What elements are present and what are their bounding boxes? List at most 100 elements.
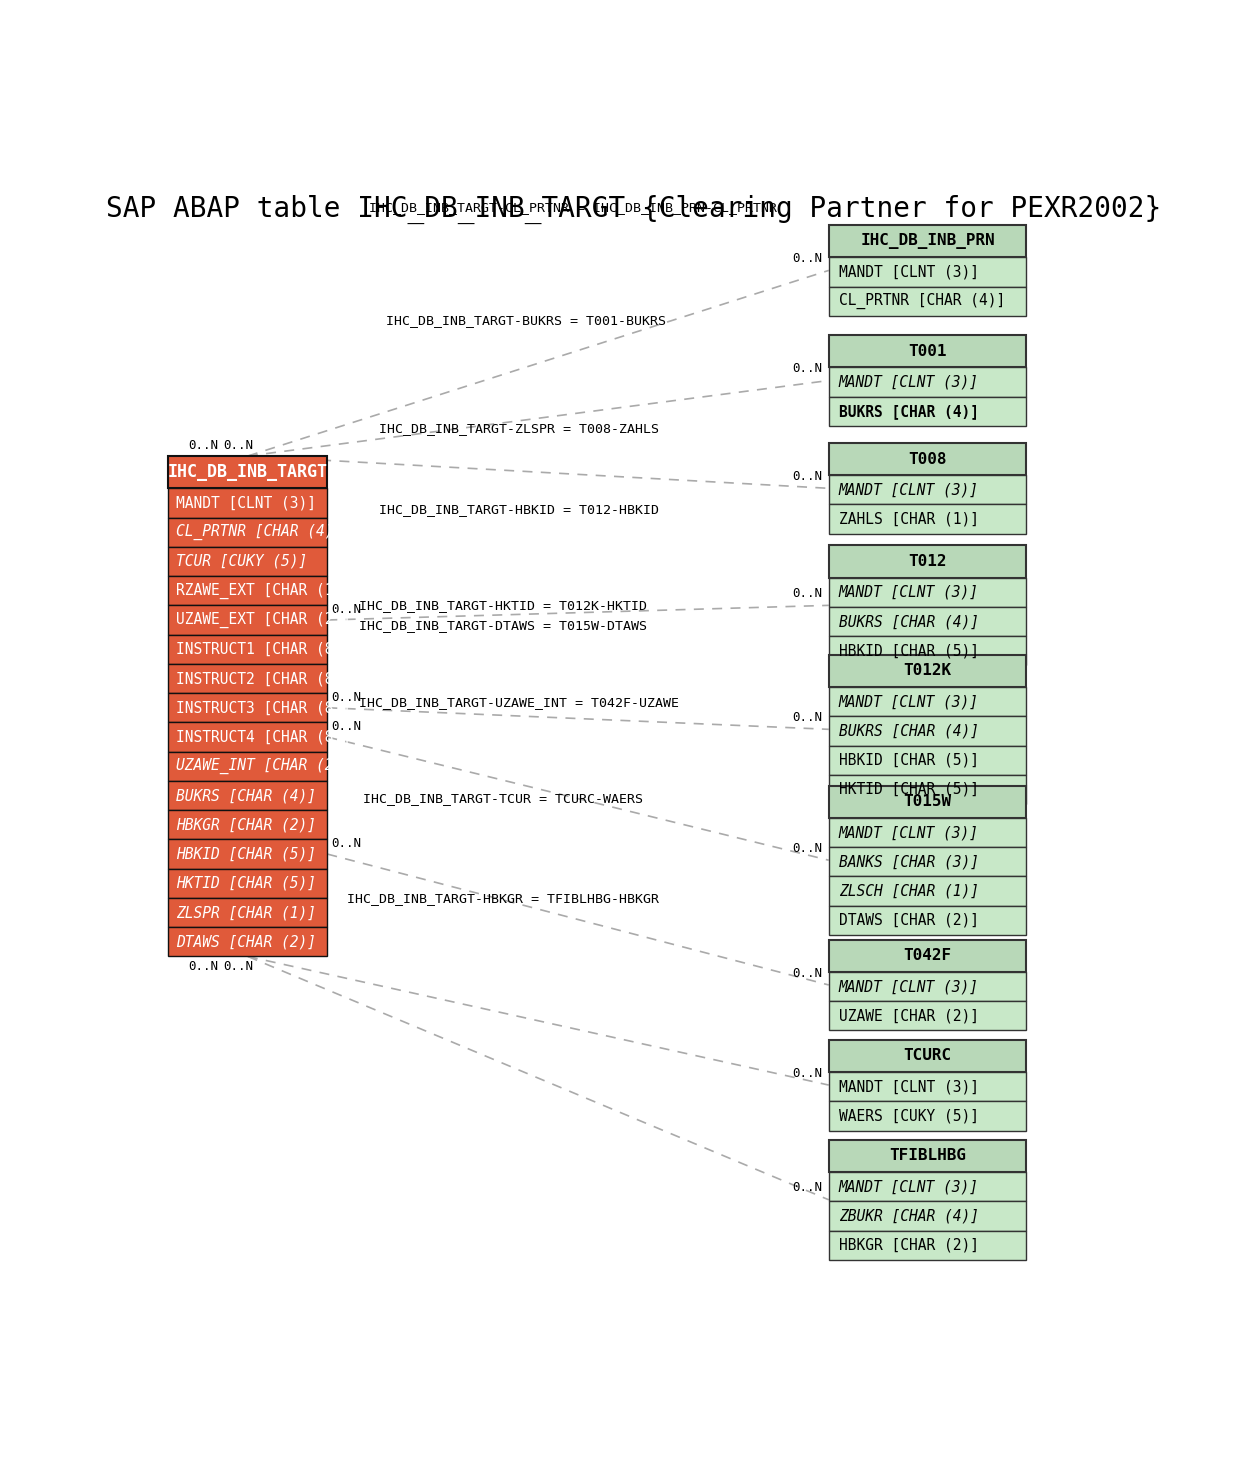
Text: IHC_DB_INB_TARGT-UZAWE_INT = T042F-UZAWE: IHC_DB_INB_TARGT-UZAWE_INT = T042F-UZAWE [358, 696, 679, 709]
Text: TCURC: TCURC [904, 1049, 952, 1063]
Text: BUKRS [CHAR (4)]: BUKRS [CHAR (4)] [839, 403, 979, 419]
Bar [829, 1040, 1026, 1072]
Bar [829, 1001, 1026, 1031]
Text: 0..N: 0..N [331, 837, 361, 851]
Text: UZAWE_INT [CHAR (2)]: UZAWE_INT [CHAR (2)] [177, 758, 351, 774]
Bar [829, 476, 1026, 505]
Text: UZAWE [CHAR (2)]: UZAWE [CHAR (2)] [839, 1009, 979, 1024]
Text: CL_PRTNR [CHAR (4)]: CL_PRTNR [CHAR (4)] [177, 524, 342, 541]
Text: TCUR [CUKY (5)]: TCUR [CUKY (5)] [177, 554, 308, 569]
Text: IHC_DB_INB_PRN: IHC_DB_INB_PRN [860, 233, 995, 250]
Bar [829, 1072, 1026, 1102]
Text: 0..N: 0..N [331, 603, 361, 616]
Text: INSTRUCT1 [CHAR (8)]: INSTRUCT1 [CHAR (8)] [177, 641, 351, 657]
Text: UZAWE_EXT [CHAR (2)]: UZAWE_EXT [CHAR (2)] [177, 611, 351, 628]
Text: MANDT [CLNT (3)]: MANDT [CLNT (3)] [839, 826, 979, 840]
Text: HBKGR [CHAR (2)]: HBKGR [CHAR (2)] [177, 817, 316, 833]
Bar [829, 1102, 1026, 1130]
Bar [829, 818, 1026, 848]
Text: RZAWE_EXT [CHAR (1)]: RZAWE_EXT [CHAR (1)] [177, 582, 351, 598]
Text: ZBUKR [CHAR (4)]: ZBUKR [CHAR (4)] [839, 1208, 979, 1223]
Text: HBKGR [CHAR (2)]: HBKGR [CHAR (2)] [839, 1238, 979, 1252]
Text: IHC_DB_INB_TARGT-HBKGR = TFIBLHBG-HBKGR: IHC_DB_INB_TARGT-HBKGR = TFIBLHBG-HBKGR [347, 892, 659, 905]
Text: MANDT [CLNT (3)]: MANDT [CLNT (3)] [839, 585, 979, 600]
Bar [168, 928, 328, 957]
Bar [829, 876, 1026, 905]
Text: 0..N: 0..N [792, 1066, 822, 1080]
Text: 0..N: 0..N [792, 362, 822, 375]
Bar [168, 811, 328, 839]
Text: MANDT [CLNT (3)]: MANDT [CLNT (3)] [839, 264, 979, 279]
Text: 0..N: 0..N [224, 960, 253, 973]
Bar [829, 607, 1026, 637]
Text: INSTRUCT4 [CHAR (8)]: INSTRUCT4 [CHAR (8)] [177, 730, 351, 744]
Text: 0..N: 0..N [792, 966, 822, 979]
Text: T012K: T012K [904, 663, 952, 678]
Bar [168, 898, 328, 928]
Text: HKTID [CHAR (5)]: HKTID [CHAR (5)] [177, 876, 316, 891]
Text: IHC_DB_INB_TARGT-HKTID = T012K-HKTID: IHC_DB_INB_TARGT-HKTID = T012K-HKTID [360, 600, 648, 613]
Text: IHC_DB_INB_TARGT-DTAWS = T015W-DTAWS: IHC_DB_INB_TARGT-DTAWS = T015W-DTAWS [360, 619, 648, 632]
Bar [829, 848, 1026, 876]
Text: DTAWS [CHAR (2)]: DTAWS [CHAR (2)] [177, 935, 316, 950]
Bar [829, 687, 1026, 716]
Text: T008: T008 [908, 452, 947, 467]
Bar [829, 257, 1026, 287]
Text: MANDT [CLNT (3)]: MANDT [CLNT (3)] [177, 495, 316, 511]
Text: HKTID [CHAR (5)]: HKTID [CHAR (5)] [839, 781, 979, 798]
Bar [829, 775, 1026, 803]
Text: IHC_DB_INB_TARGT-BUKRS = T001-BUKRS: IHC_DB_INB_TARGT-BUKRS = T001-BUKRS [387, 315, 666, 328]
Text: T015W: T015W [904, 795, 952, 809]
Text: 0..N: 0..N [792, 253, 822, 264]
Text: MANDT [CLNT (3)]: MANDT [CLNT (3)] [839, 979, 979, 994]
Text: MANDT [CLNT (3)]: MANDT [CLNT (3)] [839, 483, 979, 498]
Text: BUKRS [CHAR (4)]: BUKRS [CHAR (4)] [177, 789, 316, 803]
Text: IHC_DB_INB_TARGT-CL_PRTNR = IHC_DB_INB_PRN-CL_PRTNR: IHC_DB_INB_TARGT-CL_PRTNR = IHC_DB_INB_P… [370, 201, 777, 214]
Text: MANDT [CLNT (3)]: MANDT [CLNT (3)] [839, 375, 979, 390]
Bar [829, 716, 1026, 746]
Bar [829, 287, 1026, 316]
Text: INSTRUCT2 [CHAR (8)]: INSTRUCT2 [CHAR (8)] [177, 671, 351, 685]
Text: MANDT [CLNT (3)]: MANDT [CLNT (3)] [839, 1080, 979, 1094]
Text: MANDT [CLNT (3)]: MANDT [CLNT (3)] [839, 694, 979, 709]
Text: ZLSPR [CHAR (1)]: ZLSPR [CHAR (1)] [177, 905, 316, 920]
Bar [829, 1230, 1026, 1260]
Bar [829, 1201, 1026, 1230]
Text: IHC_DB_INB_TARGT-TCUR = TCURC-WAERS: IHC_DB_INB_TARGT-TCUR = TCURC-WAERS [363, 792, 643, 805]
Text: 0..N: 0..N [792, 710, 822, 724]
Bar [168, 635, 328, 663]
Bar [829, 972, 1026, 1001]
Text: IHC_DB_INB_TARGT: IHC_DB_INB_TARGT [168, 464, 328, 482]
Text: WAERS [CUKY (5)]: WAERS [CUKY (5)] [839, 1108, 979, 1124]
Bar [829, 505, 1026, 533]
Text: 0..N: 0..N [224, 439, 253, 452]
Bar [168, 489, 328, 517]
Bar [168, 752, 328, 781]
Text: T012: T012 [908, 554, 947, 569]
Bar [168, 693, 328, 722]
Text: BUKRS [CHAR (4)]: BUKRS [CHAR (4)] [839, 724, 979, 738]
Text: HBKID [CHAR (5)]: HBKID [CHAR (5)] [177, 846, 316, 861]
Bar [829, 368, 1026, 397]
Text: SAP ABAP table IHC_DB_INB_TARGT {Clearing Partner for PEXR2002}: SAP ABAP table IHC_DB_INB_TARGT {Clearin… [106, 195, 1161, 225]
Text: T001: T001 [908, 344, 947, 359]
Bar [168, 781, 328, 811]
Text: 0..N: 0..N [792, 1182, 822, 1195]
Bar [829, 905, 1026, 935]
Text: T042F: T042F [904, 948, 952, 963]
Bar [168, 839, 328, 868]
Bar [168, 576, 328, 606]
Bar [168, 663, 328, 693]
Bar [829, 397, 1026, 425]
Text: MANDT [CLNT (3)]: MANDT [CLNT (3)] [839, 1179, 979, 1195]
Bar [168, 546, 328, 576]
Text: ZLSCH [CHAR (1)]: ZLSCH [CHAR (1)] [839, 883, 979, 898]
Text: ZAHLS [CHAR (1)]: ZAHLS [CHAR (1)] [839, 511, 979, 527]
Bar [829, 225, 1026, 257]
Bar [829, 545, 1026, 578]
Text: 0..N: 0..N [188, 439, 219, 452]
Text: BUKRS [CHAR (4)]: BUKRS [CHAR (4)] [839, 614, 979, 629]
Bar [829, 1173, 1026, 1201]
Bar [829, 786, 1026, 818]
Bar [829, 578, 1026, 607]
